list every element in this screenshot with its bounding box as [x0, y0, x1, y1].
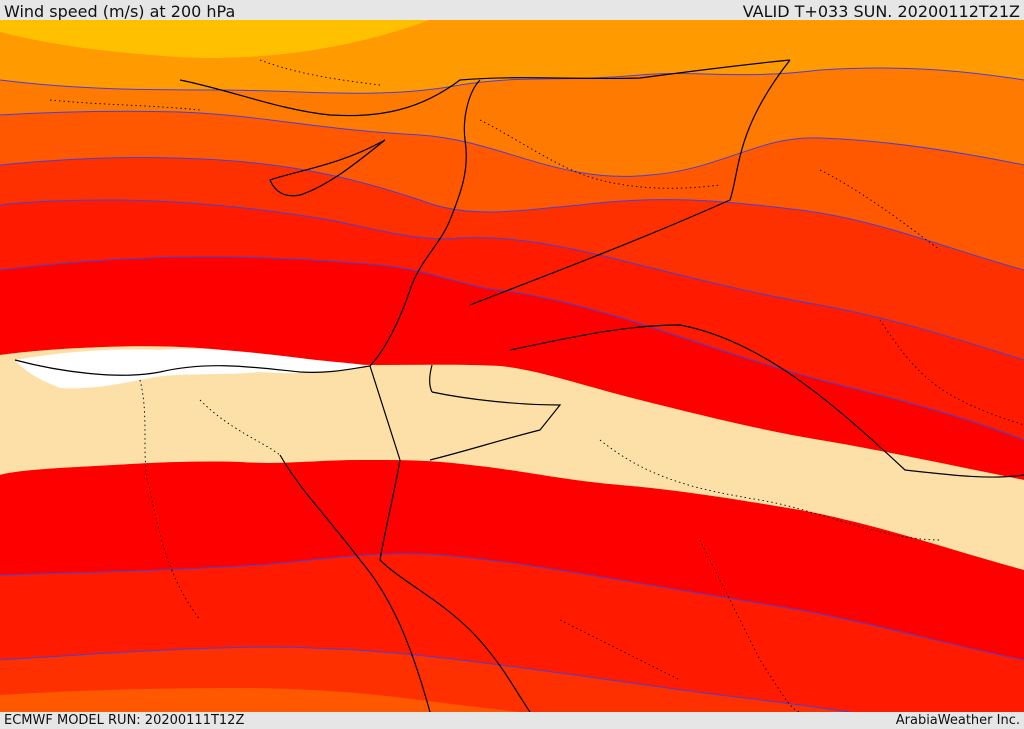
- border-egypt-sudan: [369, 365, 401, 461]
- admin-boundary: [259, 59, 381, 86]
- band-orange-light: [0, 20, 1024, 94]
- coastlines: [14, 59, 1024, 712]
- header-bar: Wind speed (m/s) at 200 hPa VALID T+033 …: [0, 0, 1024, 21]
- coastline-cyprus: [269, 139, 386, 197]
- contour-line: [0, 110, 1024, 177]
- coastline-red-sea-east: [379, 459, 531, 712]
- band-core-north: [0, 256, 1024, 480]
- model-run-label: ECMWF MODEL RUN: 20200111T12Z: [4, 713, 245, 728]
- valid-time-label: VALID T+033 SUN. 20200112T21Z: [742, 2, 1020, 21]
- coastline-north-africa: [14, 359, 371, 376]
- band-orange-south: [0, 688, 520, 712]
- map-title: Wind speed (m/s) at 200 hPa: [4, 2, 236, 21]
- band-min: [15, 348, 370, 389]
- contour-line: [0, 157, 1024, 271]
- band-red-orange: [0, 157, 1024, 360]
- wind-speed-map: [0, 20, 1024, 712]
- admin-boundary: [199, 399, 281, 456]
- band-weak: [0, 346, 1024, 570]
- admin-boundary: [599, 439, 941, 541]
- border-jordan-iraq: [469, 59, 791, 306]
- band-red: [0, 200, 1024, 440]
- contour-line: [0, 67, 1024, 94]
- contour-line: [0, 256, 1024, 441]
- border-saudi-north: [509, 324, 1024, 478]
- admin-boundaries: [49, 59, 1024, 712]
- band-orange: [0, 68, 1024, 177]
- contour-line: [0, 646, 851, 712]
- coastline-turkey: [179, 59, 791, 117]
- coastline-red-sea-west: [279, 454, 431, 712]
- band-orange-dark: [0, 111, 1024, 270]
- admin-boundary: [479, 119, 721, 189]
- admin-boundary: [559, 619, 681, 681]
- coastline-gulf-aqaba: [429, 364, 433, 393]
- isotach-contours: [0, 67, 1024, 712]
- band-core-south: [0, 460, 1024, 660]
- contour-line: [0, 553, 1024, 661]
- footer-bar: ECMWF MODEL RUN: 20200111T12Z ArabiaWeat…: [0, 712, 1024, 729]
- admin-boundary: [819, 169, 941, 251]
- border-sinai: [429, 391, 562, 461]
- band-yellow: [0, 20, 430, 59]
- coastline-levant: [369, 79, 481, 367]
- credit-label: ArabiaWeather Inc.: [895, 713, 1020, 728]
- contour-line: [0, 199, 1024, 361]
